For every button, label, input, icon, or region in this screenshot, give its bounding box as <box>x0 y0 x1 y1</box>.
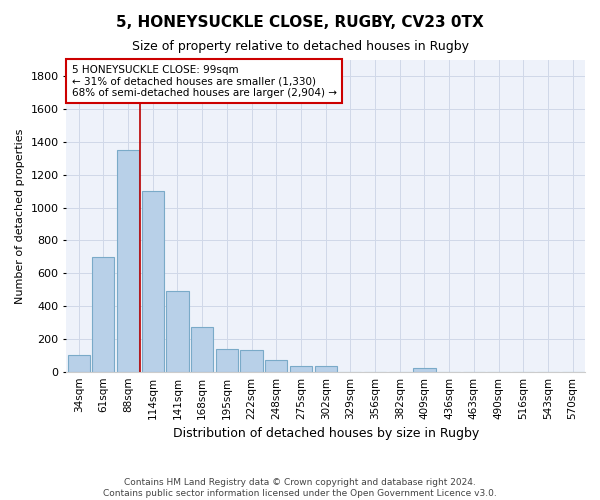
Text: 5 HONEYSUCKLE CLOSE: 99sqm
← 31% of detached houses are smaller (1,330)
68% of s: 5 HONEYSUCKLE CLOSE: 99sqm ← 31% of deta… <box>71 64 337 98</box>
Bar <box>265 360 287 372</box>
Y-axis label: Number of detached properties: Number of detached properties <box>15 128 25 304</box>
Bar <box>314 366 337 372</box>
Text: Contains HM Land Registry data © Crown copyright and database right 2024.
Contai: Contains HM Land Registry data © Crown c… <box>103 478 497 498</box>
X-axis label: Distribution of detached houses by size in Rugby: Distribution of detached houses by size … <box>173 427 479 440</box>
Text: 5, HONEYSUCKLE CLOSE, RUGBY, CV23 0TX: 5, HONEYSUCKLE CLOSE, RUGBY, CV23 0TX <box>116 15 484 30</box>
Bar <box>191 328 213 372</box>
Text: Size of property relative to detached houses in Rugby: Size of property relative to detached ho… <box>131 40 469 53</box>
Bar <box>290 366 312 372</box>
Bar <box>68 356 90 372</box>
Bar <box>241 350 263 372</box>
Bar <box>92 257 115 372</box>
Bar <box>142 191 164 372</box>
Bar <box>117 150 139 372</box>
Bar <box>216 348 238 372</box>
Bar <box>166 292 188 372</box>
Bar <box>413 368 436 372</box>
